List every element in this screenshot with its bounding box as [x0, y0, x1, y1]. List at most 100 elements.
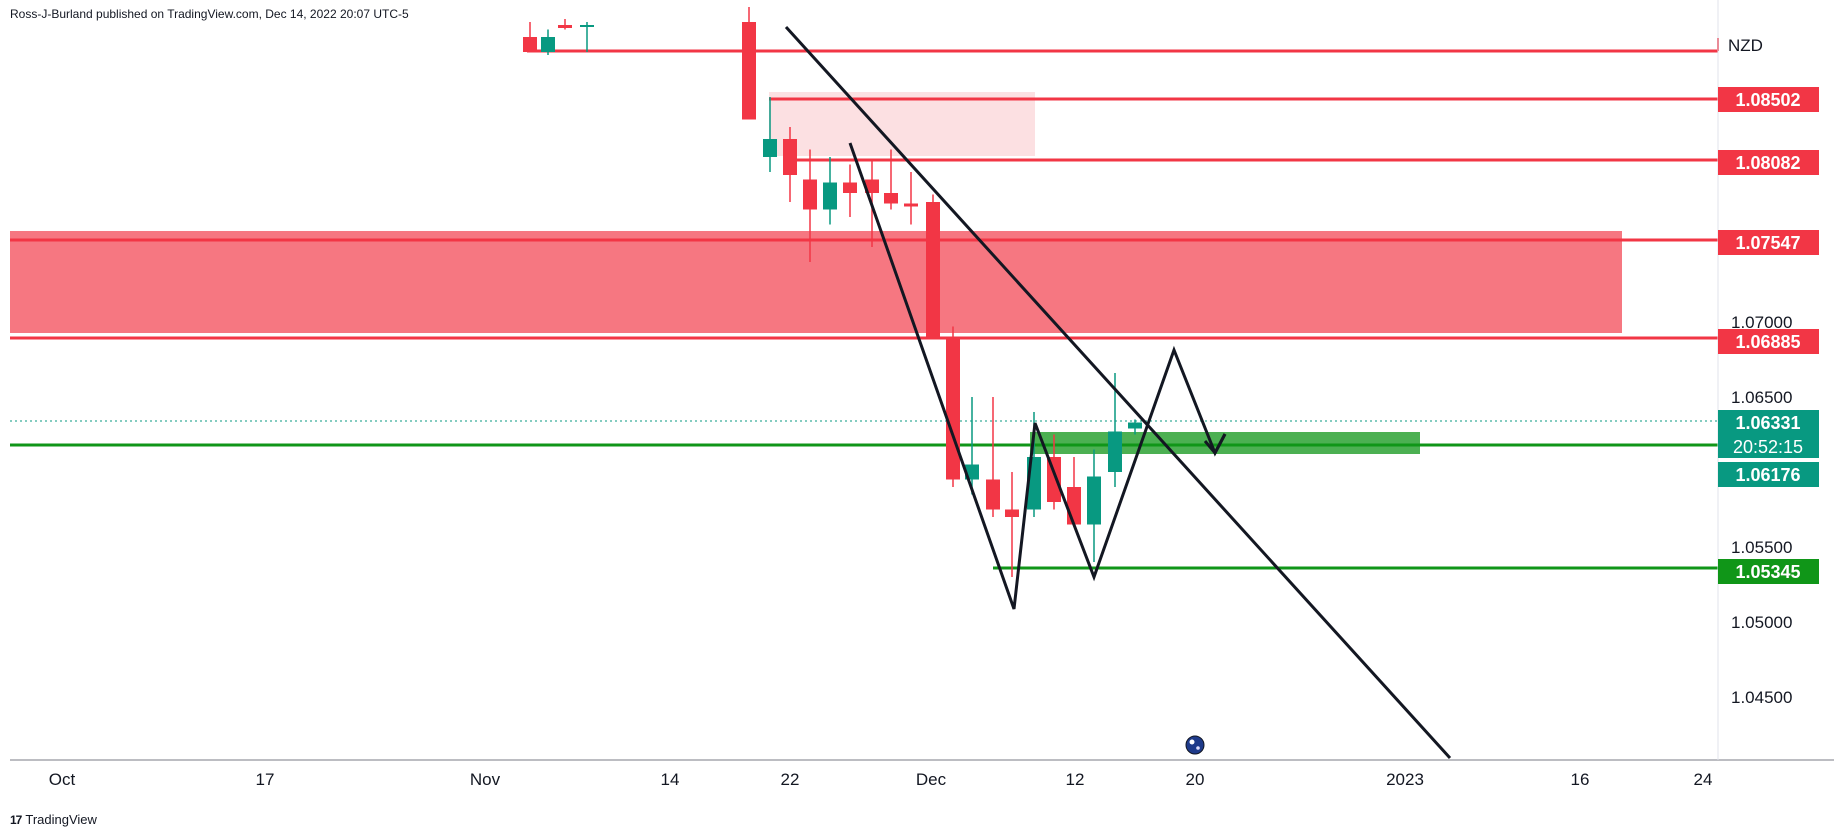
price-tag-bg [1718, 559, 1819, 584]
candle-body [803, 179, 817, 210]
price-tag-label: 1.06331 [1735, 413, 1800, 433]
currency-label: NZD [1728, 36, 1763, 55]
tradingview-brand: TradingView [25, 812, 97, 827]
candle [823, 157, 837, 225]
candle [904, 172, 918, 225]
candle-body [523, 37, 537, 52]
price-tag-label: 1.05345 [1735, 562, 1800, 582]
x-tick-label: 14 [661, 770, 680, 789]
candles-layer [523, 7, 1142, 577]
candle-body [1005, 509, 1019, 517]
candle-body [783, 139, 797, 175]
price-tag-label: 1.06176 [1735, 465, 1800, 485]
supply-zone-small [769, 92, 1035, 156]
candle [986, 397, 1000, 517]
zigzag-drop [848, 142, 1227, 610]
y-tick-label: 1.07000 [1731, 313, 1792, 332]
price-tag-bg [1718, 462, 1819, 487]
x-tick-label: 12 [1066, 770, 1085, 789]
candle [1128, 419, 1142, 435]
x-tick-label: 2023 [1386, 770, 1424, 789]
x-tick-label: Dec [916, 770, 947, 789]
countdown-bg [1718, 434, 1819, 458]
price-tag: 1.08082 [1718, 150, 1819, 175]
y-tick-label: 1.05500 [1731, 538, 1792, 557]
tradingview-logo-icon: 17 [10, 812, 22, 827]
support-zone-green [1030, 432, 1420, 454]
au-flag-event-icon[interactable] [1185, 735, 1205, 755]
price-tag-label: 1.07547 [1735, 233, 1800, 253]
candle-body [884, 193, 898, 204]
price-tag: 1.05345 [1718, 559, 1819, 584]
candle [742, 7, 756, 120]
zones-layer [10, 92, 1622, 454]
price-tag-label: 1.06885 [1735, 332, 1800, 352]
x-axis-ticks: Oct 17 Nov 14 22 Dec 12 20 2023 16 24 [49, 770, 1713, 789]
candle-body [1108, 431, 1122, 472]
price-tag: 1.06885 [1718, 329, 1819, 354]
candle [803, 149, 817, 262]
price-tag: 1.06331 [1718, 410, 1819, 435]
x-tick-label: 22 [781, 770, 800, 789]
price-tag: 1.06176 [1718, 462, 1819, 487]
candle [783, 127, 797, 202]
downtrend-line [784, 25, 1452, 760]
x-tick-label: 17 [256, 770, 275, 789]
candle-body [1067, 487, 1081, 525]
y-tick-label: 1.05000 [1731, 613, 1792, 632]
x-tick-label: 16 [1571, 770, 1590, 789]
candle [763, 97, 777, 172]
y-axis-ticks: 1.07000 1.06500 1.05500 1.05000 1.04500 [1731, 313, 1792, 707]
candle [946, 326, 960, 487]
y-tick-label: 1.04500 [1731, 688, 1792, 707]
countdown-label: 20:52:15 [1733, 437, 1803, 457]
candle [523, 22, 537, 52]
levels-layer [10, 38, 1719, 570]
candle-body [580, 25, 594, 27]
drawings-layer [784, 25, 1452, 760]
candle [843, 164, 857, 217]
price-tag-label: 1.08502 [1735, 90, 1800, 110]
candle [1108, 373, 1122, 487]
price-tag-bg [1718, 230, 1819, 255]
candle [580, 22, 594, 52]
candle-body [558, 25, 572, 28]
candle [926, 194, 940, 337]
x-tick-label: Nov [470, 770, 501, 789]
resistance-zone [10, 231, 1622, 333]
candle-body [1128, 422, 1142, 429]
candle-body [843, 182, 857, 193]
price-tag-bg [1718, 150, 1819, 175]
candle-body [742, 22, 756, 120]
candle-body [823, 182, 837, 210]
candle-body [763, 139, 777, 157]
price-tag: 1.07547 [1718, 230, 1819, 255]
candle-body [1047, 457, 1061, 502]
publisher-header: Ross-J-Burland published on TradingView.… [10, 7, 409, 21]
y-tick-label: 1.06500 [1731, 388, 1792, 407]
price-tag-bg [1718, 410, 1819, 435]
candle [1005, 472, 1019, 577]
price-tag-bg [1718, 87, 1819, 112]
candle [558, 19, 572, 30]
tradingview-footer[interactable]: 17 TradingView [10, 812, 97, 827]
price-tag-bg [1718, 329, 1819, 354]
candle [1087, 449, 1101, 562]
candle-body [541, 37, 555, 52]
candle-body [986, 479, 1000, 510]
price-tags: 1.08502 1.08082 1.07547 1.06885 1.06331 1.061… [1718, 87, 1819, 584]
x-tick-label: 20 [1186, 770, 1205, 789]
projection-arrow-head [1203, 433, 1227, 456]
candle [541, 29, 555, 55]
candle [884, 149, 898, 210]
x-tick-label: 24 [1694, 770, 1713, 789]
candle-body [926, 202, 940, 337]
price-tag: 1.08502 [1718, 87, 1819, 112]
candle-body [904, 203, 918, 207]
x-tick-label: Oct [49, 770, 76, 789]
candle-body [1087, 476, 1101, 525]
candle-body [865, 179, 879, 193]
candle-body [946, 337, 960, 480]
price-tag-label: 1.08082 [1735, 153, 1800, 173]
